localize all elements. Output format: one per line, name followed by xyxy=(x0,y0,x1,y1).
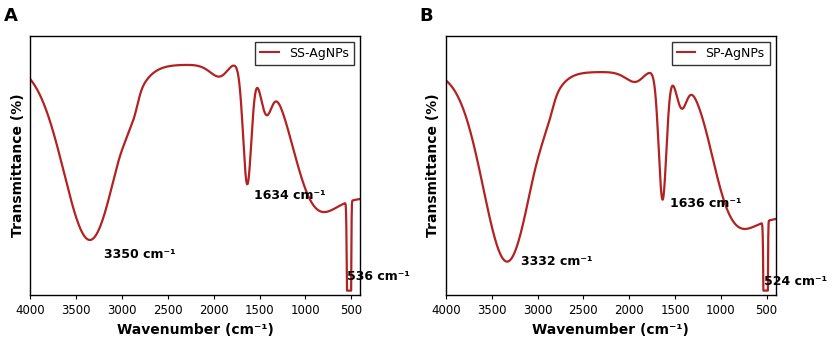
Y-axis label: Transmittance (%): Transmittance (%) xyxy=(427,94,440,237)
Text: A: A xyxy=(4,7,18,25)
Text: 524 cm⁻¹: 524 cm⁻¹ xyxy=(764,275,827,288)
Text: 1636 cm⁻¹: 1636 cm⁻¹ xyxy=(670,197,741,210)
Text: 536 cm⁻¹: 536 cm⁻¹ xyxy=(347,270,410,283)
Text: 1634 cm⁻¹: 1634 cm⁻¹ xyxy=(254,189,326,202)
Text: B: B xyxy=(419,7,433,25)
Text: 3332 cm⁻¹: 3332 cm⁻¹ xyxy=(521,255,593,268)
X-axis label: Wavenumber (cm⁻¹): Wavenumber (cm⁻¹) xyxy=(533,323,690,337)
X-axis label: Wavenumber (cm⁻¹): Wavenumber (cm⁻¹) xyxy=(117,323,274,337)
Text: 3350 cm⁻¹: 3350 cm⁻¹ xyxy=(104,248,175,261)
Legend: SP-AgNPs: SP-AgNPs xyxy=(671,42,770,65)
Legend: SS-AgNPs: SS-AgNPs xyxy=(256,42,354,65)
Y-axis label: Transmittance (%): Transmittance (%) xyxy=(11,94,25,237)
